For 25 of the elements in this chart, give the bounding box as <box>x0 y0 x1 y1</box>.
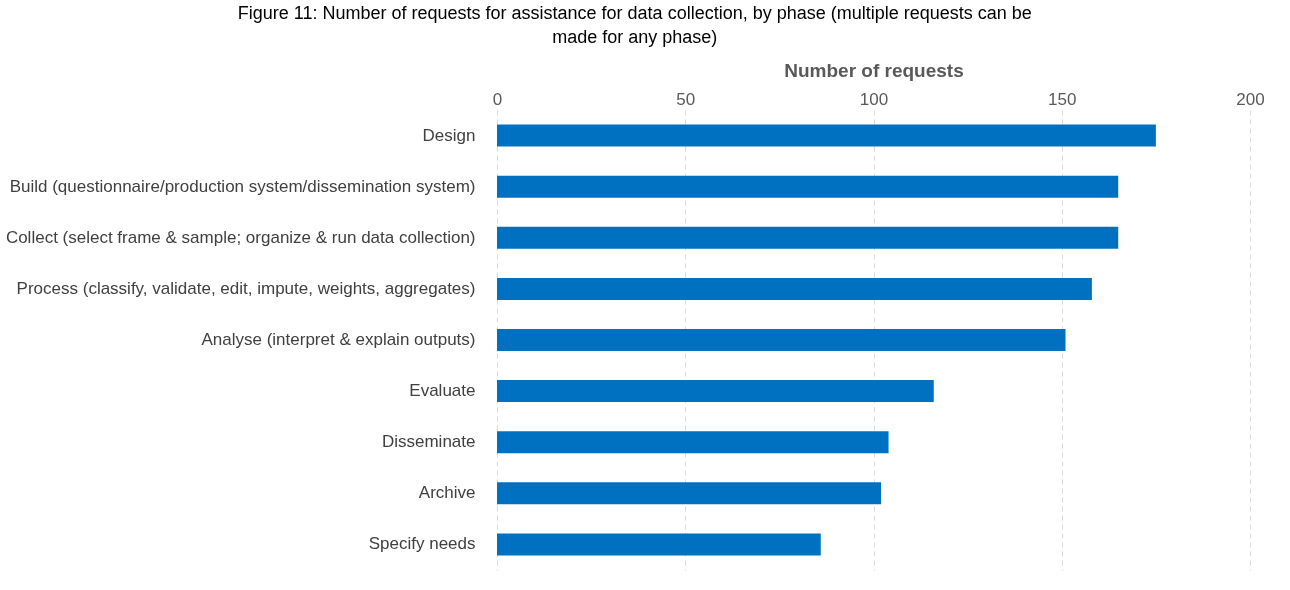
x-tick-label: 150 <box>1048 89 1077 109</box>
chart-title: Figure 11: Number of requests for assistance for data collection, by phase (multiple requests can be made for any phase) <box>237 3 1032 47</box>
y-tick-label: Collect (select frame & sample; organize & run data collection) <box>5 227 476 247</box>
y-tick-label: Specify needs <box>368 534 476 554</box>
bar <box>497 329 1066 351</box>
y-tick-label: Build (questionnaire/production system/dissemination system) <box>9 176 476 196</box>
bar <box>497 277 1092 300</box>
x-tick-label: 100 <box>859 89 889 109</box>
bar <box>497 175 1119 198</box>
x-axis-title: Number of requests <box>784 59 964 81</box>
y-tick-label: Archive <box>418 483 476 503</box>
y-tick-label: Evaluate <box>409 381 476 401</box>
bar <box>497 124 1156 147</box>
bar <box>497 226 1119 249</box>
y-tick-label: Analyse (interpret & explain outputs) <box>201 330 476 349</box>
bar <box>497 482 882 505</box>
bar <box>497 380 934 403</box>
y-tick-label: Disseminate <box>381 432 476 452</box>
x-tick-label: 200 <box>1236 89 1265 109</box>
bar <box>497 533 821 556</box>
x-tick-label: 0 <box>492 89 503 109</box>
bar <box>497 431 889 454</box>
x-tick-label: 50 <box>676 89 696 109</box>
y-tick-label: Design <box>422 125 476 145</box>
y-tick-label: Process (classify, validate, edit, impute, weights, aggregates) <box>16 278 476 298</box>
